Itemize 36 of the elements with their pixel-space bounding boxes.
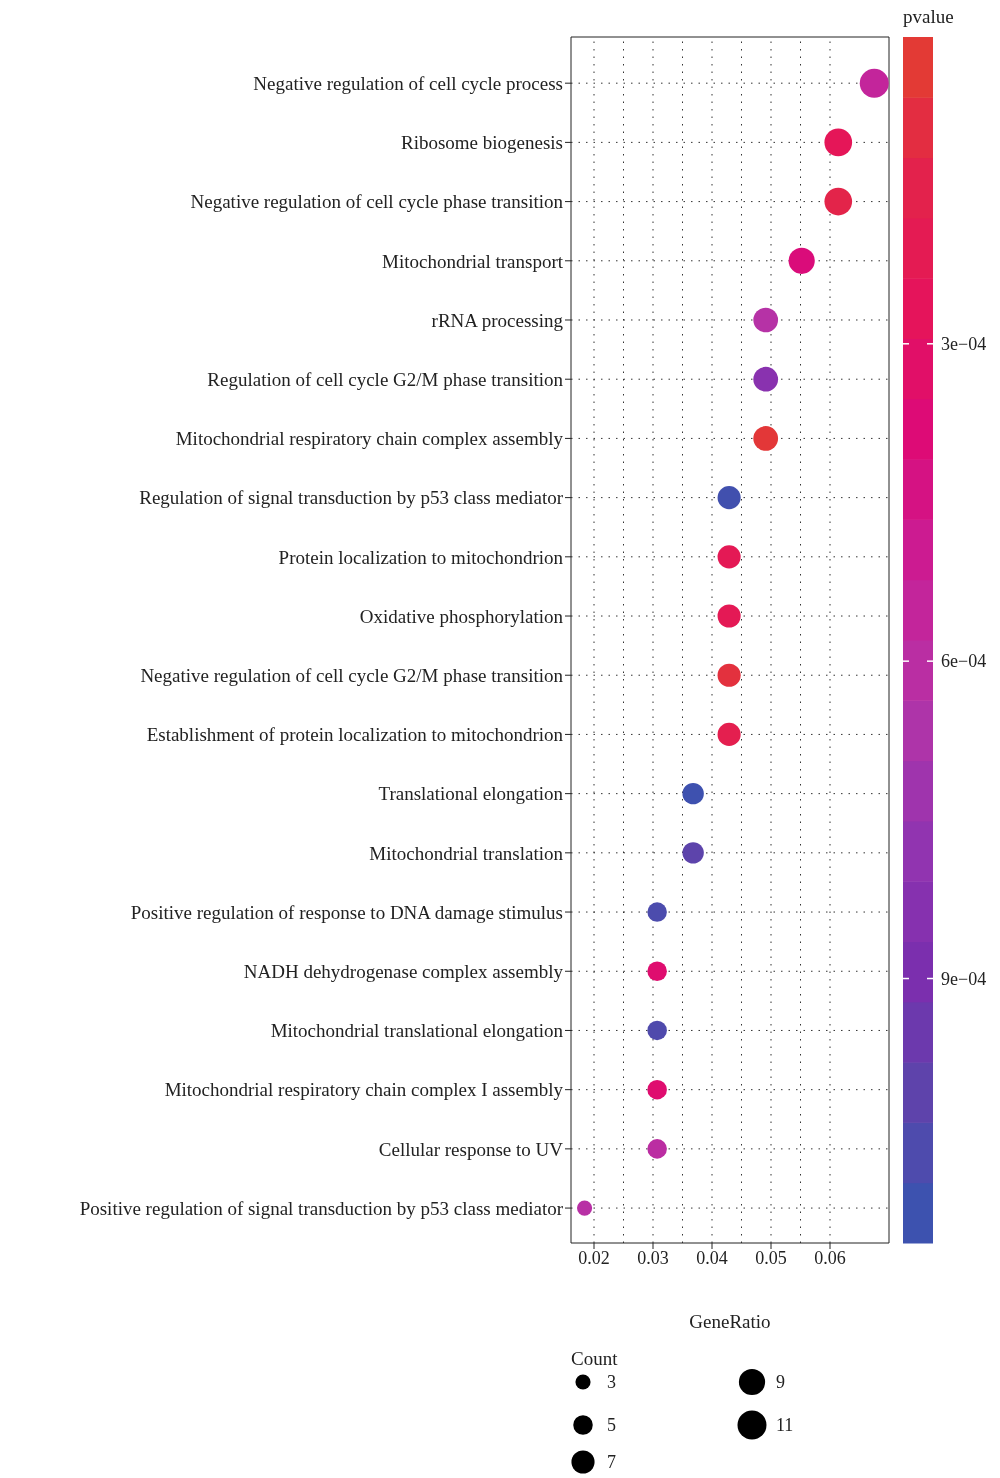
y-tick-label: Mitochondrial translational elongation — [270, 1020, 564, 1042]
y-tick-label: Protein localization to mitochondrion — [278, 546, 564, 568]
y-tick-label: Negative regulation of cell cycle G2/M phase transition — [140, 664, 564, 686]
legend-label: 7 — [607, 1452, 616, 1472]
x-tick-label: 0.03 — [637, 1247, 669, 1268]
x-axis-title: GeneRatio — [689, 1311, 771, 1332]
y-tick-label: Ribosome biogenesis — [400, 132, 563, 154]
legend-label: 11 — [776, 1415, 794, 1435]
x-tick-label: 0.06 — [814, 1247, 846, 1268]
color-bar-label: 3e−04 — [941, 333, 987, 354]
y-tick-label: Translational elongation — [378, 783, 564, 805]
y-tick-label: Positive regulation of signal transduction by p53 class mediator — [79, 1197, 564, 1219]
legend-title: Count — [571, 1348, 619, 1369]
color-bar-title: pvalue — [903, 6, 954, 27]
y-tick-label: Establishment of protein localization to mitochondrion — [146, 724, 564, 746]
y-tick-label: Positive regulation of response to DNA damage stimulus — [130, 901, 563, 923]
x-tick-label: 0.05 — [755, 1247, 787, 1268]
y-tick-label: Mitochondrial transport — [382, 250, 564, 272]
y-tick-label: Mitochondrial respiratory chain complex assembly — [175, 428, 564, 450]
y-tick-label: Mitochondrial respiratory chain complex I assembly — [164, 1079, 564, 1101]
y-tick-label: Cellular response to UV — [378, 1138, 564, 1160]
y-tick-label: rRNA processing — [431, 309, 564, 331]
y-tick-label: Negative regulation of cell cycle phase transition — [190, 191, 564, 213]
legend-label: 3 — [607, 1372, 616, 1392]
color-bar-label: 9e−04 — [941, 968, 987, 989]
x-tick-label: 0.04 — [696, 1247, 728, 1268]
y-tick-label: Oxidative phosphorylation — [359, 605, 564, 627]
y-tick-label: Regulation of signal transduction by p53 class mediator — [139, 487, 564, 509]
y-tick-label: Regulation of cell cycle G2/M phase transition — [207, 368, 564, 390]
color-bar-label: 6e−04 — [941, 651, 987, 672]
x-tick-label: 0.02 — [578, 1247, 610, 1268]
y-tick-label: Mitochondrial translation — [369, 842, 564, 864]
y-tick-label: NADH dehydrogenase complex assembly — [243, 961, 564, 982]
legend-label: 5 — [607, 1415, 616, 1435]
y-tick-label: Negative regulation of cell cycle process — [253, 72, 563, 94]
legend-label: 9 — [776, 1372, 785, 1392]
